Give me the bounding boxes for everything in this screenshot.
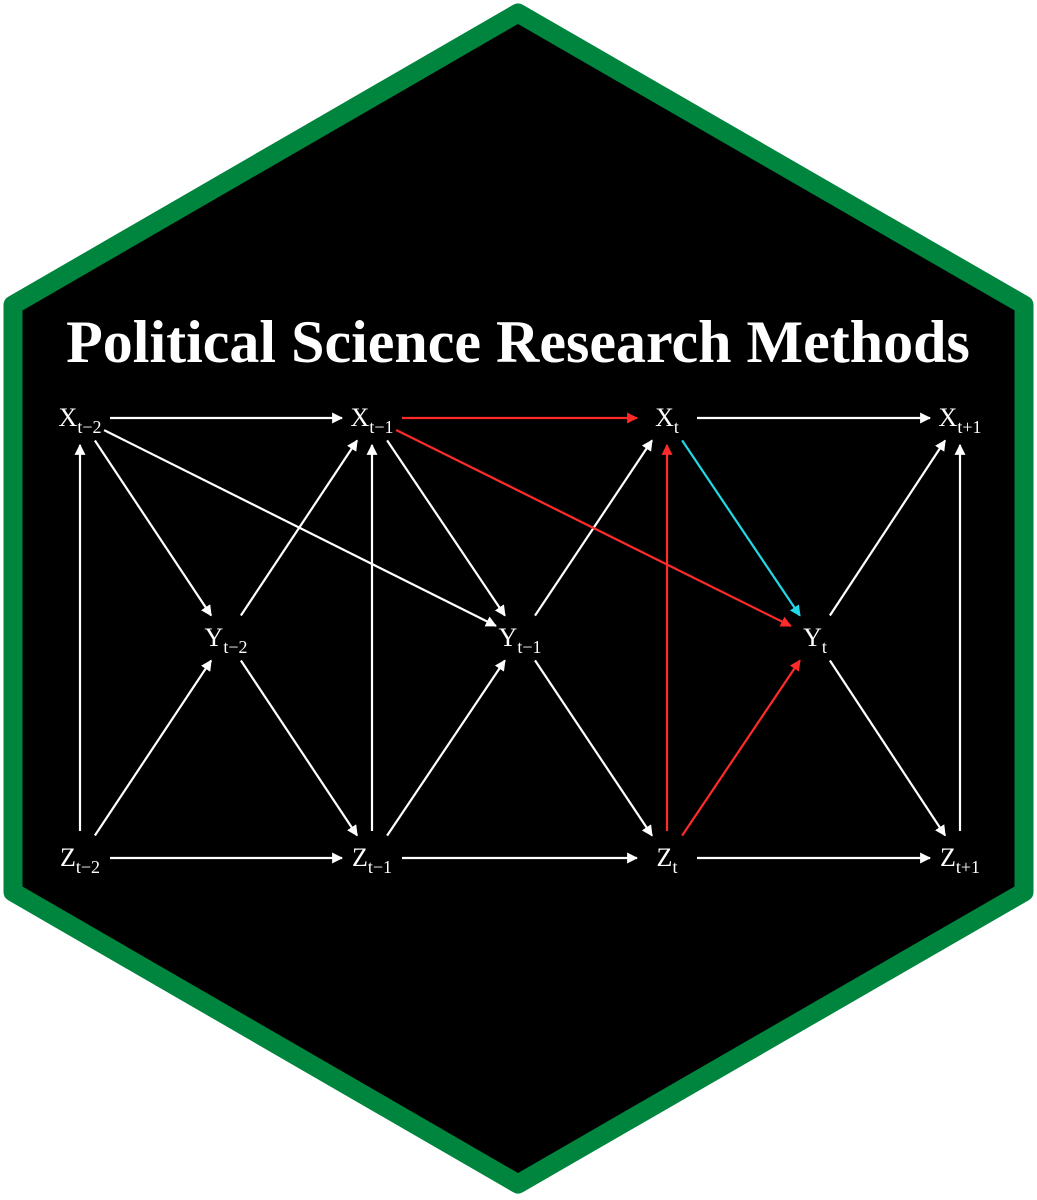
edge-Xt-to-Yt bbox=[681, 439, 801, 617]
edge-Xtm1-to-Ytm1 bbox=[386, 439, 506, 617]
node-Ytm2: Yt−2 bbox=[205, 623, 248, 657]
node-Ztp1: Zt+1 bbox=[940, 843, 980, 877]
node-Zt: Zt bbox=[657, 843, 678, 877]
dag-edges bbox=[74, 412, 966, 864]
edge-Xtm1-to-Yt bbox=[395, 429, 792, 627]
node-Ztm1: Zt−1 bbox=[352, 843, 392, 877]
node-Ytm1: Yt−1 bbox=[499, 623, 542, 657]
edge-Xtm2-to-Ytm2 bbox=[93, 439, 213, 617]
edge-Xtm2-to-Ytm1 bbox=[103, 429, 497, 627]
node-Ztm2: Zt−2 bbox=[60, 843, 100, 877]
edge-Yt-to-Ztp1 bbox=[828, 659, 947, 837]
edge-Yt-to-Xtp1 bbox=[828, 439, 947, 617]
dag-nodes: Xt−2 Xt−1 Xt Xt+1 Yt−2 Yt−1 Yt Zt−2 Zt−1 Zt Zt+1 bbox=[59, 403, 982, 877]
badge-title: Political Science Research Methods bbox=[66, 309, 970, 375]
edge-Zt-to-Yt bbox=[681, 659, 801, 837]
node-Xt: Xt bbox=[655, 403, 679, 437]
edge-Ztm1-to-Ytm1 bbox=[386, 659, 506, 837]
edge-Ytm2-to-Ztm1 bbox=[239, 659, 359, 837]
node-Xtm2: Xt−2 bbox=[59, 403, 102, 437]
edge-Ytm1-to-Zt bbox=[534, 659, 653, 837]
node-Xtm1: Xt−1 bbox=[351, 403, 394, 437]
node-Xtp1: Xt+1 bbox=[939, 403, 982, 437]
hexagon-shape bbox=[3, 3, 1034, 1194]
node-Yt: Yt bbox=[803, 623, 827, 657]
edge-Ztm2-to-Ytm2 bbox=[93, 659, 213, 837]
